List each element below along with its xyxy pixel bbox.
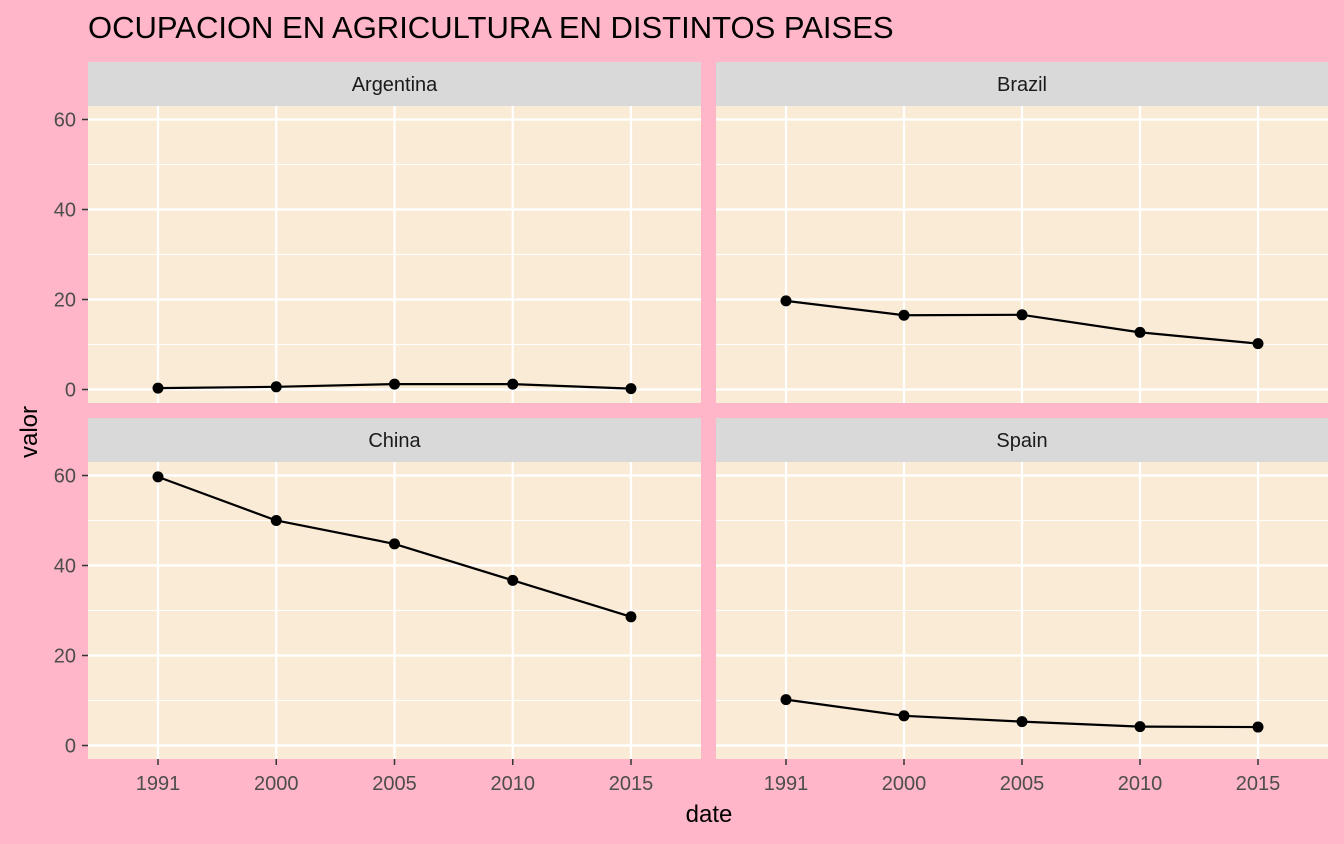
data-point bbox=[1134, 721, 1146, 733]
data-point bbox=[780, 694, 792, 706]
y-tick-label: 0 bbox=[65, 380, 76, 402]
y-tick-label: 60 bbox=[54, 110, 76, 132]
data-point bbox=[898, 309, 910, 321]
x-tick-label: 2000 bbox=[882, 773, 927, 795]
data-point bbox=[389, 538, 400, 550]
facet-strip bbox=[716, 418, 1328, 462]
facet-strip-label: Spain bbox=[996, 430, 1047, 452]
facet-panel-argentina: Argentina 0 20 40 60 bbox=[54, 62, 701, 403]
x-tick-label: 2005 bbox=[372, 773, 417, 795]
x-tick-label: 1991 bbox=[136, 773, 181, 795]
x-tick-label: 2015 bbox=[1236, 773, 1281, 795]
x-axis-label: date bbox=[686, 801, 733, 828]
data-point bbox=[389, 378, 400, 390]
data-point bbox=[1016, 716, 1028, 728]
x-tick-label: 2005 bbox=[1000, 773, 1045, 795]
data-point bbox=[1016, 309, 1028, 321]
facet-panel-china: China 0 20 40 60 1991 2000 2005 2010 2015 bbox=[54, 418, 701, 795]
data-point bbox=[898, 710, 910, 722]
chart-title: OCUPACION EN AGRICULTURA EN DISTINTOS PA… bbox=[88, 10, 894, 45]
data-point bbox=[625, 383, 637, 395]
data-point bbox=[270, 515, 282, 526]
x-tick-label: 2010 bbox=[491, 773, 536, 795]
x-tick-label: 1991 bbox=[764, 773, 809, 795]
data-point bbox=[1134, 326, 1146, 338]
data-point bbox=[270, 381, 282, 393]
x-tick-label: 2015 bbox=[609, 773, 654, 795]
x-tick-label: 2010 bbox=[1118, 773, 1163, 795]
facet-strip bbox=[88, 418, 701, 462]
data-point bbox=[152, 382, 164, 394]
facet-strip bbox=[88, 62, 701, 106]
y-tick-label: 20 bbox=[54, 646, 76, 668]
data-point bbox=[507, 574, 519, 586]
data-point bbox=[780, 295, 792, 307]
facet-panel-brazil: Brazil bbox=[716, 62, 1328, 403]
y-tick-label: 20 bbox=[54, 290, 76, 312]
facet-panel-spain: Spain 1991 2000 2005 2010 2015 bbox=[716, 418, 1328, 795]
facet-panels: Argentina 0 20 40 60 Brazil China 0 20 40 60 1991 20… bbox=[54, 62, 1328, 795]
facet-strip-label: China bbox=[368, 430, 421, 452]
y-tick-label: 40 bbox=[54, 200, 76, 222]
y-tick-label: 40 bbox=[54, 556, 76, 578]
data-point bbox=[1252, 721, 1264, 733]
x-tick-label: 2000 bbox=[254, 773, 299, 795]
y-axis-label: valor bbox=[16, 406, 43, 458]
data-point bbox=[625, 611, 637, 623]
data-point bbox=[507, 378, 519, 390]
y-tick-label: 60 bbox=[54, 466, 76, 488]
facet-strip-label: Brazil bbox=[997, 74, 1047, 96]
data-point bbox=[1252, 338, 1264, 350]
y-tick-label: 0 bbox=[65, 736, 76, 758]
data-point bbox=[152, 471, 164, 483]
facet-strip bbox=[716, 62, 1328, 106]
facet-strip-label: Argentina bbox=[352, 74, 438, 96]
